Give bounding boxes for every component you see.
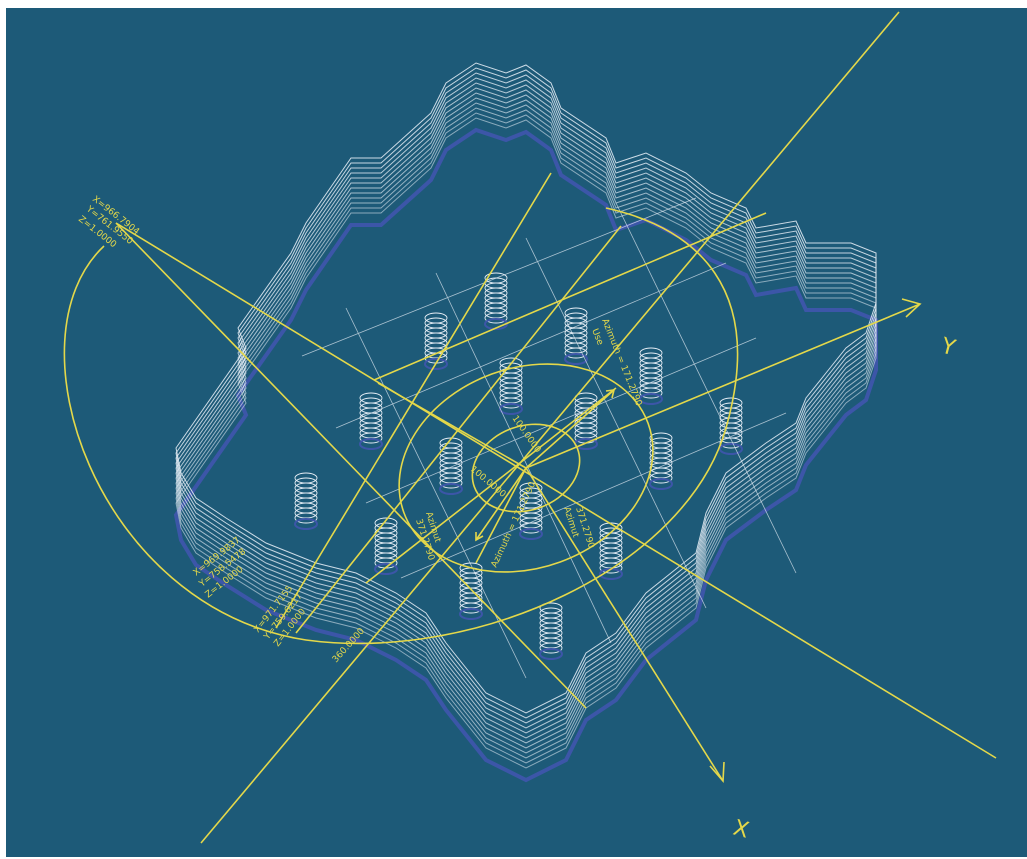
y-arrowhead (901, 298, 922, 318)
contour-layer (175, 92, 877, 744)
small-arrow-2 (475, 467, 527, 541)
post-base (424, 358, 448, 370)
axis-arrows (475, 298, 922, 784)
post-ring (519, 522, 543, 534)
contour-layer (175, 97, 877, 749)
contour-layer (175, 102, 877, 754)
post-ring (649, 472, 673, 484)
x-axis-label: X (730, 816, 751, 844)
post-base (539, 648, 563, 660)
outer-dimension-ellipse (398, 363, 654, 573)
post-base (439, 483, 463, 495)
post-ring (459, 602, 483, 614)
contour-layer (175, 107, 877, 759)
y-axis-arrow (525, 303, 921, 469)
contour-layer (175, 67, 877, 719)
reference-line-2 (115, 222, 587, 709)
cad-viewport[interactable]: Y X X=966.7904 Y=761.9550 Z=1.0000 X=969… (6, 8, 1027, 857)
post-base (359, 438, 383, 450)
contour-layer (175, 77, 877, 729)
contour-layer (175, 117, 877, 769)
reference-line-1 (115, 222, 997, 759)
post-ring (499, 397, 523, 409)
post-ring (639, 387, 663, 399)
post-ring (719, 437, 743, 449)
contour-layer (175, 62, 877, 714)
post-ring (294, 512, 318, 524)
post-ring (439, 477, 463, 489)
post-base (459, 608, 483, 620)
x-axis-arrow (525, 467, 724, 782)
contour-shadow (173, 127, 878, 783)
long-diagonal-line (200, 11, 900, 844)
post-base (519, 528, 543, 540)
contour-layer (175, 112, 877, 764)
post-base (294, 518, 318, 530)
post-base (719, 443, 743, 455)
inner-dimension-ellipse (471, 423, 581, 513)
post-base (639, 393, 663, 405)
annotation-geometry (63, 11, 997, 844)
viewport-background (6, 8, 1027, 857)
post-base (374, 563, 398, 575)
post-ring (484, 312, 508, 324)
reference-line-7 (365, 387, 617, 584)
x-arrowhead (709, 761, 725, 784)
post-ring (599, 562, 623, 574)
post-ring (564, 347, 588, 359)
reference-line-3 (275, 172, 552, 629)
contour-layer (175, 87, 877, 739)
reference-line-6 (377, 382, 527, 469)
post-ring (539, 642, 563, 654)
post-base (649, 478, 673, 490)
y-axis-label: Y (937, 333, 958, 361)
small-arrow-1 (525, 389, 615, 469)
arc-360 (63, 207, 739, 645)
reference-line-5 (373, 212, 767, 381)
contour-layers (173, 62, 878, 783)
wireframe-model (173, 62, 878, 783)
small-arrowhead-2 (475, 532, 484, 542)
post-base (564, 353, 588, 365)
small-arrowhead-1 (605, 389, 616, 399)
contour-layer (175, 72, 877, 724)
reference-line-8 (475, 467, 527, 564)
post-ring (359, 432, 383, 444)
post-cylinders (294, 272, 743, 660)
